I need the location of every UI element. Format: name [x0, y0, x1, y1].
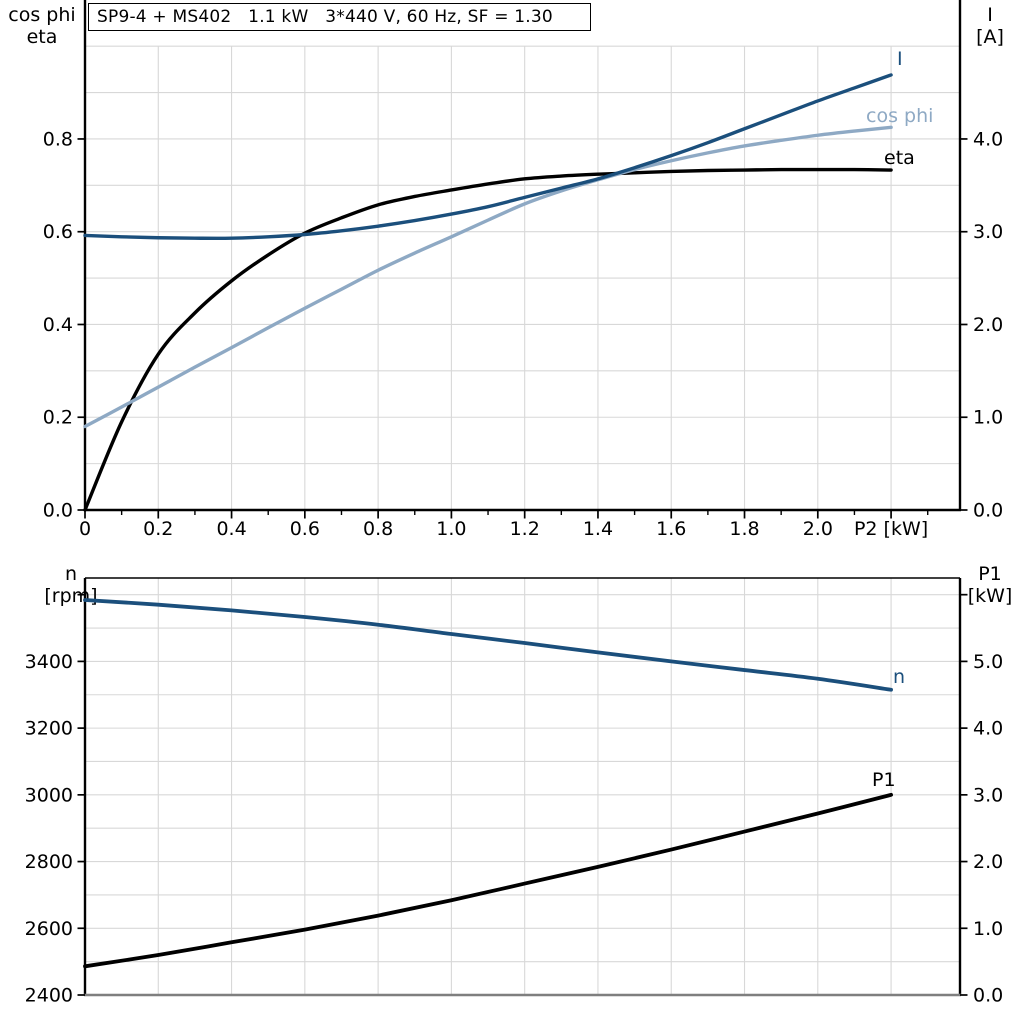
- left-tick-label: 0.6: [43, 221, 73, 243]
- right-tick-label: 4.0: [973, 128, 1003, 150]
- x-tick-label: 0.4: [216, 518, 246, 540]
- x-tick-label: 0.8: [363, 518, 393, 540]
- x-tick-label: 1.0: [436, 518, 466, 540]
- curve-P1: [83, 792, 893, 969]
- right-axis-title: I: [987, 4, 993, 26]
- right-tick-label: 0.0: [973, 985, 1003, 1007]
- left-tick-label: 0.4: [43, 314, 73, 336]
- curve-eta: [83, 167, 893, 512]
- left-axis-title: cos phi: [8, 4, 75, 26]
- left-tick-label: 0.2: [43, 407, 73, 429]
- chart-title: SP9-4 + MS402 1.1 kW 3*440 V, 60 Hz, SF …: [97, 7, 553, 27]
- left-tick-label: 2400: [25, 985, 73, 1007]
- left-tick-label: 0.8: [43, 128, 73, 150]
- right-tick-label: 4.0: [973, 718, 1003, 740]
- left-tick-label: 0.0: [43, 500, 73, 522]
- curve-label-cos-phi: cos phi: [866, 105, 933, 127]
- right-tick-label: 3.0: [973, 221, 1003, 243]
- chart-title-box: SP9-4 + MS402 1.1 kW 3*440 V, 60 Hz, SF …: [88, 3, 591, 31]
- curve-cos-phi: [83, 125, 893, 429]
- curve-label-P1: P1: [872, 769, 896, 791]
- right-axis-title: P1: [978, 563, 1002, 585]
- right-tick-label: 3.0: [973, 784, 1003, 806]
- x-tick-label: 2.0: [803, 518, 833, 540]
- curve-I: [83, 73, 893, 241]
- curve-label-I: I: [897, 48, 903, 70]
- x-tick-label: 0: [79, 518, 91, 540]
- left-tick-label: 2800: [25, 851, 73, 873]
- right-tick-label: 2.0: [973, 851, 1003, 873]
- x-axis-unit-label: P2 [kW]: [854, 518, 928, 540]
- right-axis-title: [kW]: [968, 585, 1013, 607]
- curve-label-n: n: [893, 666, 905, 688]
- curve-label-eta: eta: [884, 147, 915, 169]
- right-tick-label: 0.0: [973, 500, 1003, 522]
- left-tick-label: 3000: [25, 784, 73, 806]
- right-tick-label: 5.0: [973, 651, 1003, 673]
- x-tick-label: 1.6: [656, 518, 686, 540]
- x-tick-label: 1.4: [583, 518, 613, 540]
- x-tick-label: 0.2: [143, 518, 173, 540]
- right-tick-label: 1.0: [973, 407, 1003, 429]
- left-tick-label: 2600: [25, 918, 73, 940]
- x-tick-label: 1.8: [729, 518, 759, 540]
- right-axis-title: [A]: [976, 26, 1004, 48]
- left-axis-title: n: [65, 563, 77, 585]
- x-tick-label: 0.6: [290, 518, 320, 540]
- right-tick-label: 2.0: [973, 314, 1003, 336]
- left-tick-label: 3400: [25, 651, 73, 673]
- curve-n: [83, 598, 893, 692]
- right-tick-label: 1.0: [973, 918, 1003, 940]
- left-tick-label: 3200: [25, 718, 73, 740]
- x-tick-label: 1.2: [510, 518, 540, 540]
- left-axis-title: eta: [27, 26, 58, 48]
- left-axis-title: [rpm]: [44, 585, 97, 607]
